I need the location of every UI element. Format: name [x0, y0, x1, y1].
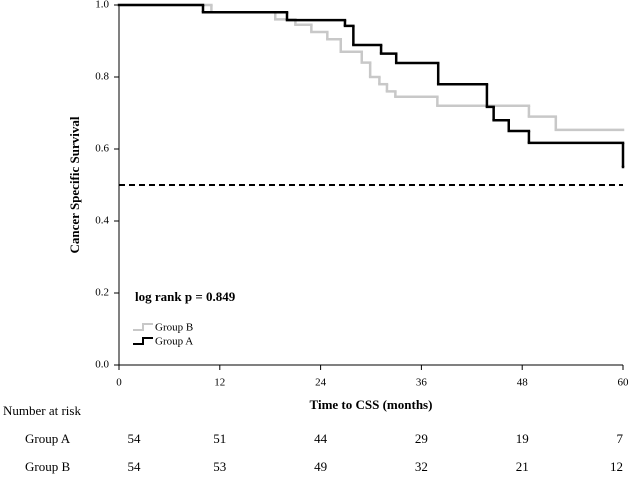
annotation: log rank p = 0.849: [135, 289, 236, 304]
risk-count: 44: [314, 431, 328, 446]
risk-count: 54: [128, 459, 142, 474]
y-axis-label: Cancer Specific Survival: [67, 116, 82, 253]
risk-count: 53: [213, 459, 226, 474]
y-tick-label: 0.2: [95, 287, 109, 299]
risk-count: 54: [128, 431, 142, 446]
risk-count: 21: [516, 459, 529, 474]
legend-label: Group B: [155, 322, 193, 334]
x-tick-label: 12: [214, 377, 225, 389]
risk-row-label: Group B: [25, 459, 70, 474]
x-tick-label: 60: [618, 377, 630, 389]
risk-count: 29: [415, 431, 428, 446]
risk-count: 32: [415, 459, 428, 474]
risk-count: 51: [213, 431, 226, 446]
x-tick-label: 36: [416, 377, 428, 389]
risk-table-title: Number at risk: [3, 403, 81, 418]
y-tick-label: 0.0: [95, 359, 109, 371]
legend-swatch: [133, 337, 153, 345]
y-tick-label: 0.6: [95, 143, 109, 155]
legend-swatch: [133, 323, 153, 331]
x-axis-label: Time to CSS (months): [310, 397, 433, 412]
x-tick-label: 48: [517, 377, 529, 389]
y-tick-label: 0.4: [95, 215, 109, 227]
x-tick-label: 0: [116, 377, 122, 389]
risk-count: 49: [314, 459, 327, 474]
legend-label: Group A: [155, 336, 193, 348]
risk-count: 7: [617, 431, 624, 446]
risk-row-label: Group A: [25, 431, 71, 446]
y-tick-label: 1.0: [95, 0, 109, 11]
risk-count: 12: [610, 459, 623, 474]
x-tick-label: 24: [315, 377, 327, 389]
y-tick-label: 0.8: [95, 71, 109, 83]
risk-count: 19: [516, 431, 529, 446]
